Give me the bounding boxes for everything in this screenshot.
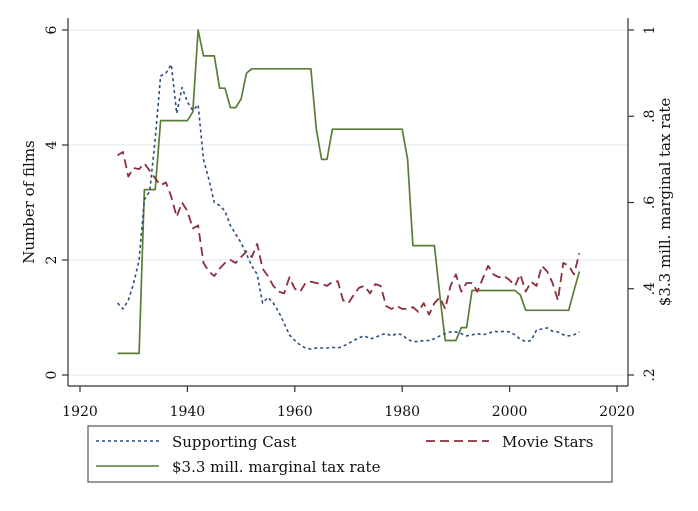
y-tick-label: 6 bbox=[44, 25, 60, 34]
x-tick-labels: 1920 1940 1960 1980 2000 2020 bbox=[62, 386, 635, 420]
y2-tick-label: .6 bbox=[642, 196, 658, 209]
series-line-movie-stars bbox=[117, 151, 581, 316]
x-tick-label: 1920 bbox=[62, 404, 98, 420]
legend-label-tax-rate: $3.3 mill. marginal tax rate bbox=[172, 458, 381, 476]
y2-tick-labels: .2 .4 .6 .8 1 bbox=[628, 26, 658, 382]
legend: Supporting Cast Movie Stars $3.3 mill. m… bbox=[87, 425, 613, 483]
x-tick-label: 1980 bbox=[384, 404, 420, 420]
y2-tick-label: .2 bbox=[642, 368, 658, 381]
series-line-supporting-cast bbox=[117, 63, 580, 350]
x-tick-label: 2000 bbox=[492, 404, 528, 420]
y-axis-title: Number of films bbox=[20, 140, 38, 264]
y2-tick-label: 1 bbox=[642, 26, 658, 35]
x-tick-label: 2020 bbox=[599, 404, 635, 420]
legend-box bbox=[87, 425, 613, 483]
series-line-3-3-mill-marginal-tax-rate bbox=[117, 29, 581, 355]
y2-tick-label: .8 bbox=[642, 110, 658, 123]
y2-axis-title: $3.3 mill. marginal tax rate bbox=[656, 98, 674, 307]
legend-label-supporting-cast: Supporting Cast bbox=[172, 433, 296, 451]
y-tick-labels: 0 2 4 6 bbox=[44, 25, 68, 379]
legend-label-movie-stars: Movie Stars bbox=[502, 433, 593, 451]
y-tick-label: 2 bbox=[44, 256, 60, 265]
y2-tick-label: .4 bbox=[642, 282, 658, 295]
x-tick-label: 1940 bbox=[170, 404, 206, 420]
series-lines bbox=[117, 29, 581, 355]
y-tick-label: 0 bbox=[44, 371, 60, 380]
gridlines bbox=[68, 29, 628, 376]
x-tick-label: 1960 bbox=[277, 404, 313, 420]
y-tick-label: 4 bbox=[44, 140, 60, 149]
